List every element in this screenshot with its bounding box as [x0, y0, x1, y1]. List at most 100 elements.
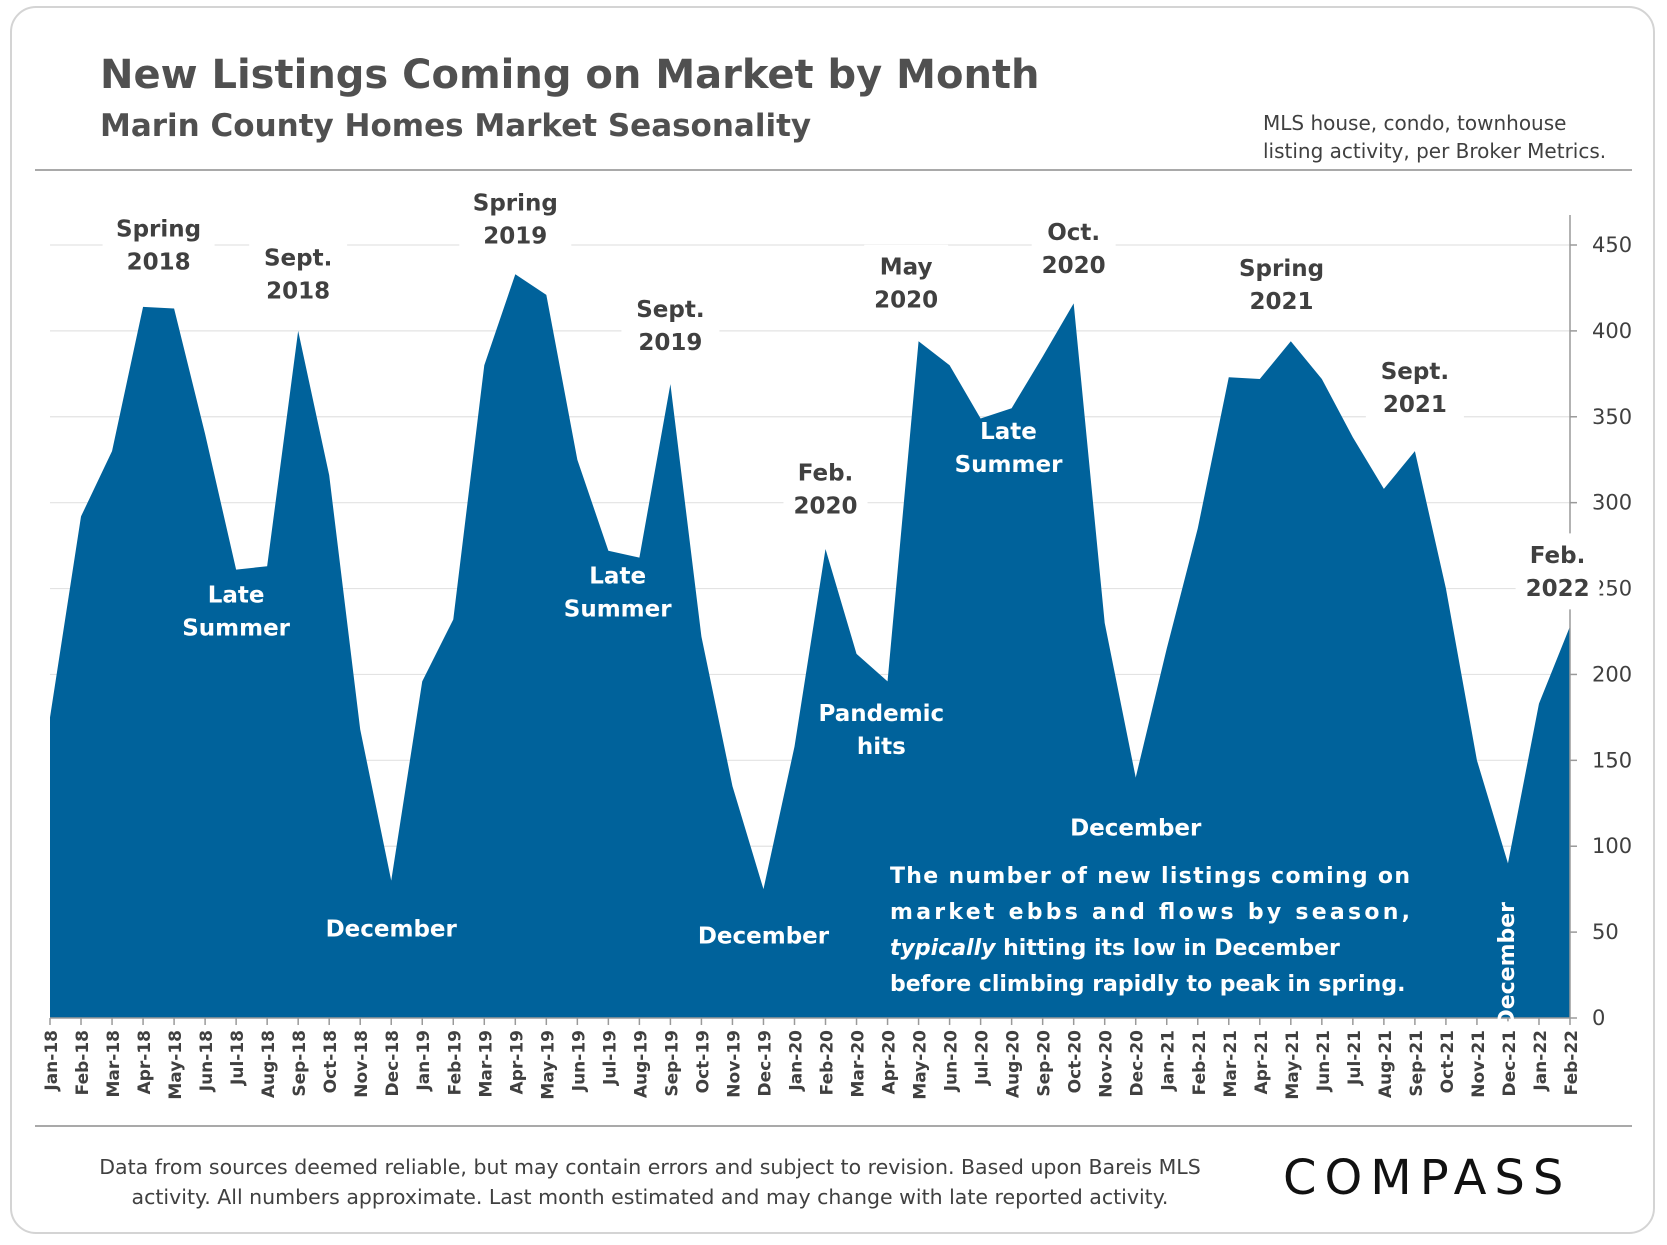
footer-disclaimer: Data from sources deemed reliable, but m… [60, 1152, 1240, 1212]
x-tick-label: Apr-18 [135, 1030, 155, 1094]
x-tick-label: Jun-18 [197, 1030, 217, 1092]
annotation-label: 2018 [127, 250, 191, 276]
annotation-label: Spring [116, 217, 201, 243]
annotation-label: 2020 [794, 493, 858, 519]
x-tick-label: Jan-19 [414, 1030, 434, 1092]
annotation-label: Summer [564, 596, 672, 622]
annotation-backdrop [1031, 210, 1116, 287]
x-tick-label: Dec-19 [755, 1030, 775, 1096]
annotation-label: Summer [182, 615, 290, 641]
annotation-label: 2021 [1383, 392, 1447, 418]
footer-divider [35, 1125, 1632, 1127]
x-tick-label: May-20 [911, 1030, 931, 1100]
y-tick-label: 0 [1592, 1006, 1605, 1030]
x-tick-label: Jan-18 [42, 1030, 62, 1092]
x-tick-label: Jun-19 [569, 1030, 589, 1092]
x-tick-label: Nov-21 [1469, 1030, 1489, 1098]
x-tick-label: Mar-20 [849, 1030, 869, 1098]
x-tick-label: Jan-20 [786, 1030, 806, 1092]
y-tick-label: 200 [1592, 662, 1632, 686]
compass-logo: COMPASS [1283, 1150, 1572, 1206]
note-line-2: market ebbs and flows by season, [890, 900, 1410, 925]
x-tick-label: Feb-19 [445, 1030, 465, 1095]
x-tick-label: May-21 [1283, 1030, 1303, 1100]
x-tick-label: Oct-20 [1066, 1030, 1086, 1094]
source-line-1: MLS house, condo, townhouse [1263, 111, 1567, 135]
x-tick-label: Jun-20 [942, 1030, 962, 1092]
x-tick-label: Jul-19 [600, 1030, 620, 1086]
x-tick-label: May-18 [166, 1030, 186, 1100]
x-tick-label: Oct-18 [321, 1030, 341, 1093]
x-tick-label: Oct-21 [1438, 1030, 1458, 1093]
x-tick-label: Mar-19 [476, 1030, 496, 1098]
x-tick-label: Jul-18 [228, 1030, 248, 1086]
annotation-label: May [880, 254, 933, 280]
note-line-1: The number of new listings coming on [890, 864, 1410, 889]
x-tick-label: Oct-19 [693, 1030, 713, 1093]
x-tick-label: Feb-18 [73, 1030, 93, 1095]
x-tick-label: Sep-21 [1407, 1030, 1427, 1097]
x-tick-label: Dec-20 [1128, 1030, 1148, 1097]
x-tick-label: Aug-18 [259, 1030, 279, 1098]
annotation-label: Feb. [798, 460, 854, 486]
annotation-label: 2018 [266, 279, 330, 305]
annotation-backdrop [1225, 246, 1338, 323]
annotation-label: 2022 [1526, 576, 1590, 602]
x-tick-label: Feb-20 [818, 1030, 838, 1096]
x-tick-label: Dec-18 [383, 1030, 403, 1096]
annotation-label: Sept. [1381, 359, 1449, 385]
source-line-2: listing activity, per Broker Metrics. [1263, 139, 1607, 163]
x-tick-label: Jul-20 [973, 1030, 993, 1086]
annotation-label: 2019 [483, 224, 547, 250]
annotation-label: Oct. [1047, 220, 1100, 246]
annotation-backdrop [1365, 349, 1464, 426]
x-tick-label: Mar-18 [104, 1030, 124, 1098]
annotation-label: Late [589, 563, 646, 589]
footer-line-1: Data from sources deemed reliable, but m… [99, 1155, 1201, 1179]
x-tick-label: Apr-19 [507, 1030, 527, 1094]
annotation-label: Summer [955, 452, 1063, 478]
annotation-label: 2021 [1250, 289, 1314, 315]
note-line-3: hitting its low in December [995, 936, 1340, 961]
y-tick-label: 400 [1592, 319, 1632, 343]
x-tick-label: Feb-21 [1190, 1030, 1210, 1095]
y-tick-label: 50 [1592, 920, 1619, 944]
annotation-label: December [326, 917, 458, 943]
annotation-label: Late [208, 582, 265, 608]
annotation-label: December [1070, 815, 1202, 841]
annotation-label: Feb. [1530, 543, 1586, 569]
note-line-3-emphasis: typically [890, 936, 997, 961]
annotation-backdrop [102, 207, 215, 283]
x-tick-label: Aug-20 [1004, 1030, 1024, 1098]
x-tick-label: Apr-20 [880, 1030, 900, 1095]
x-tick-label: Aug-21 [1376, 1030, 1396, 1098]
x-tick-label: Nov-18 [352, 1030, 372, 1098]
x-tick-label: Dec-21 [1500, 1030, 1520, 1096]
y-tick-label: 450 [1592, 233, 1632, 257]
source-note: MLS house, condo, townhouse listing acti… [1263, 109, 1606, 165]
annotation-label: Spring [1239, 256, 1324, 282]
annotations: Spring 2018 Sept. 2018 Late Summer December Spr… [102, 181, 1600, 1028]
footer-line-2: activity. All numbers approximate. Last … [131, 1185, 1169, 1209]
listings-area [50, 274, 1570, 1018]
annotation-label: Spring [473, 191, 558, 217]
vertical-december-label: December [1495, 902, 1520, 1028]
x-tick-label: Jan-21 [1159, 1030, 1179, 1092]
annotation-label: hits [857, 734, 906, 760]
annotation-label: 2020 [1042, 253, 1106, 279]
y-tick-label: 300 [1592, 491, 1632, 515]
seasonality-note: The number of new listings coming on mar… [890, 864, 1421, 997]
annotation-label: Late [980, 419, 1037, 445]
x-tick-label: Aug-19 [631, 1030, 651, 1098]
x-tick-label: Apr-21 [1252, 1030, 1272, 1094]
x-tick-label: May-19 [538, 1030, 558, 1100]
annotation-backdrop [864, 244, 949, 321]
y-tick-label: 150 [1592, 748, 1632, 772]
x-tick-label: Nov-20 [1097, 1030, 1117, 1098]
x-tick-label: Nov-19 [724, 1030, 744, 1098]
x-tick-label: Mar-21 [1221, 1030, 1241, 1098]
annotation-backdrop [1515, 533, 1600, 610]
x-tick-label: Jan-22 [1531, 1030, 1551, 1092]
